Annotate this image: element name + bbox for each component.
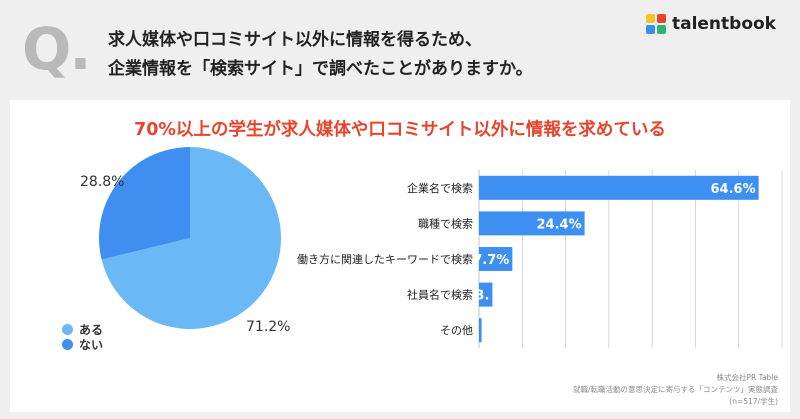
pie-label-no: 28.8% xyxy=(80,174,125,190)
legend-swatch-yes xyxy=(62,324,73,335)
question-line-1: 求人媒体や口コミサイト以外に情報を得るため、 xyxy=(108,30,482,50)
legend-label-yes: ある xyxy=(79,323,104,337)
bar-2 xyxy=(479,247,513,271)
legend-label-no: ない xyxy=(79,338,104,352)
logo-text: talentbook xyxy=(671,14,776,34)
bar-value-label: 7.7% xyxy=(473,253,509,268)
legend-item-yes: ある xyxy=(62,322,103,337)
bar-category-label: 職種で検索 xyxy=(418,216,473,230)
pie-label-yes: 71.2% xyxy=(246,319,291,335)
headline: 70%以上の学生が求人媒体や口コミサイト以外に情報を求めている xyxy=(134,120,666,140)
bar-3 xyxy=(479,282,493,307)
bar-1 xyxy=(479,211,585,236)
bar-4 xyxy=(479,318,482,343)
bar-value-label: 3. xyxy=(475,289,489,304)
talentbook-logo: talentbook xyxy=(645,14,776,34)
source-note: 株式会社PR Table 就職/転職活動の意思決定に寄与する「コンテンツ」実態調… xyxy=(573,372,778,408)
chart-panel: 70%以上の学生が求人媒体や口コミサイト以外に情報を求めている 28.8% 71… xyxy=(10,100,790,412)
pie-slice-no xyxy=(98,147,190,260)
source-line-2: 就職/転職活動の意思決定に寄与する「コンテンツ」実態調査 xyxy=(572,385,778,394)
pie-chart-svg xyxy=(98,147,281,329)
source-line-1: 株式会社PR Table xyxy=(716,373,778,382)
bar-category-label: その他 xyxy=(440,324,473,337)
pie-slice-yes xyxy=(101,147,281,329)
bar-category-label: 働き方に関連したキーワードで検索 xyxy=(297,252,473,266)
question-text: 求人媒体や口コミサイト以外に情報を得るため、 企業情報を「検索サイト」で調べたこ… xyxy=(108,26,533,84)
bar-chart: 企業名で検索 64.6% 職種で検索 24.4% 働き方に関連したキーワードで検索 7.7… xyxy=(297,170,783,348)
bar-category-label: 企業名で検索 xyxy=(407,181,473,195)
pie-chart: 28.8% 71.2% ある ない xyxy=(10,100,340,412)
bar-value-label: 24.4% xyxy=(537,217,582,232)
question-mark: Q. xyxy=(22,15,91,83)
bar-category-label: 社員名で検索 xyxy=(407,288,473,302)
logo-mark-icon xyxy=(645,14,666,34)
legend-swatch-no xyxy=(62,339,73,350)
source-line-3: (n=517/学生) xyxy=(729,397,778,406)
question-line-2: 企業情報を「検索サイト」で調べたことがありますか。 xyxy=(108,59,533,79)
bar-0 xyxy=(479,175,759,200)
legend-item-no: ない xyxy=(62,337,103,352)
pie-legend: ある ない xyxy=(62,322,103,352)
bar-value-label: 64.6% xyxy=(711,182,756,197)
question-mark-dot: . xyxy=(69,15,91,83)
